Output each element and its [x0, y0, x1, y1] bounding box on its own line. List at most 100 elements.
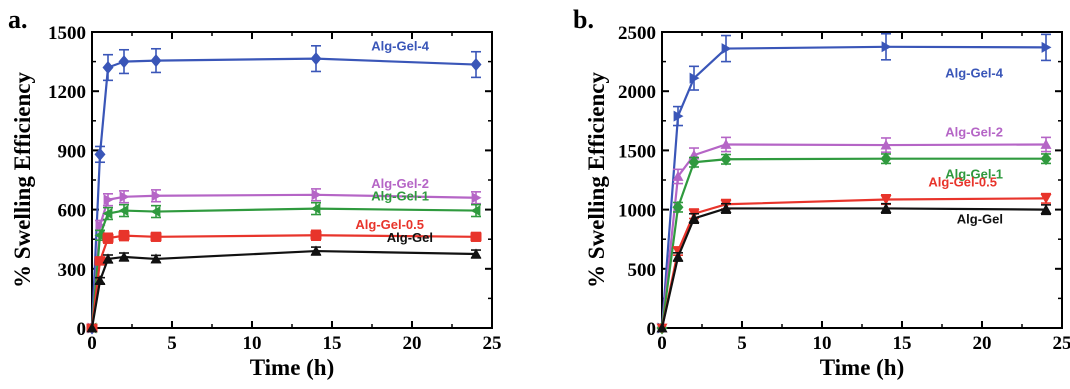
- series-label: Alg-Gel-4: [945, 65, 1004, 80]
- y-axis-title: % Swelling Efficiency: [10, 72, 35, 288]
- series-label: Alg-Gel-1: [945, 167, 1003, 182]
- x-tick-label: 20: [973, 333, 992, 354]
- x-tick-label: 25: [1053, 333, 1070, 354]
- data-point: [881, 41, 892, 53]
- data-point: [673, 110, 684, 122]
- data-point: [1040, 152, 1052, 166]
- series-alg-gel-0-5: Alg-Gel-0.5: [86, 217, 482, 333]
- data-point: [103, 194, 114, 206]
- y-tick-label: 1000: [618, 201, 656, 222]
- data-point: [102, 208, 113, 220]
- data-point: [151, 190, 162, 202]
- data-point: [672, 170, 684, 181]
- data-point: [880, 152, 892, 166]
- data-point: [86, 322, 98, 333]
- series-line: [90, 249, 477, 329]
- data-point: [720, 138, 732, 149]
- data-point: [310, 52, 322, 66]
- data-point: [880, 195, 892, 206]
- data-point: [1040, 138, 1052, 149]
- y-tick-label: 1500: [48, 23, 86, 44]
- y-tick-label: 300: [58, 260, 87, 281]
- y-tick-label: 500: [628, 260, 657, 281]
- x-tick-label: 15: [323, 333, 342, 354]
- plot-frame: [91, 31, 493, 329]
- series-label: Alg-Gel-1: [371, 189, 429, 204]
- data-point: [1041, 41, 1052, 53]
- data-point: [656, 322, 668, 333]
- data-point: [94, 275, 106, 286]
- data-point: [95, 219, 106, 231]
- x-axis-title: Time (h): [820, 355, 905, 380]
- data-point: [102, 253, 114, 264]
- y-tick-label: 2500: [618, 23, 656, 44]
- series-label: Alg-Gel-2: [945, 124, 1003, 139]
- series-label: Alg-Gel-4: [371, 39, 430, 54]
- series-alg-gel: Alg-Gel: [656, 202, 1052, 333]
- y-tick-label: 0: [647, 319, 657, 340]
- data-point: [150, 206, 161, 218]
- x-tick-label: 5: [167, 333, 177, 354]
- chart-panel-b: 0 5 10 15 20 25 0 500 1000 1500 2000 2500 Time (h) % …: [573, 5, 1070, 380]
- data-point: [721, 43, 732, 55]
- data-point: [880, 139, 892, 150]
- series-line: [660, 157, 1046, 329]
- x-tick-label: 25: [483, 333, 502, 354]
- series-label: Alg-Gel: [957, 212, 1003, 227]
- y-tick-label: 600: [58, 201, 87, 222]
- data-point: [118, 251, 130, 262]
- data-point: [470, 248, 482, 259]
- series-line: [90, 193, 477, 329]
- series-label: Alg-Gel: [387, 230, 433, 245]
- data-point: [470, 232, 482, 242]
- data-point: [720, 152, 732, 166]
- data-point: [880, 202, 892, 213]
- data-point: [470, 58, 482, 72]
- x-tick-label: 10: [243, 333, 262, 354]
- data-point: [310, 245, 322, 256]
- data-point: [470, 205, 481, 217]
- series-line: [660, 45, 1047, 329]
- series-label: Alg-Gel-0.5: [928, 174, 997, 189]
- x-tick-label: 10: [813, 333, 832, 354]
- x-tick-label: 5: [737, 333, 747, 354]
- x-tick-label: 20: [403, 333, 422, 354]
- chart-panel-a: 0 5 10 15 20 25 0 300 600 900 1200 1500 Time (h) % Sw…: [8, 5, 502, 380]
- data-point: [672, 200, 684, 214]
- y-axis-title: % Swelling Efficiency: [584, 72, 609, 288]
- y-tick-label: 1500: [618, 141, 656, 162]
- data-point: [150, 232, 162, 242]
- data-point: [310, 230, 322, 240]
- series-alg-gel-2: Alg-Gel-2: [656, 124, 1052, 333]
- x-tick-label: 15: [893, 333, 912, 354]
- y-tick-label: 1200: [48, 82, 86, 103]
- data-point: [311, 189, 322, 201]
- data-point: [672, 251, 684, 262]
- series-line: [90, 234, 477, 329]
- data-point: [310, 203, 321, 215]
- data-point: [102, 233, 114, 243]
- data-point: [720, 202, 732, 213]
- data-point: [118, 55, 130, 69]
- data-point: [150, 54, 162, 68]
- series-alg-gel-0-5: Alg-Gel-0.5: [656, 174, 1052, 334]
- x-axis-title: Time (h): [250, 355, 335, 380]
- data-point: [118, 205, 129, 217]
- panel-label: a.: [8, 5, 28, 34]
- x-tick-label: 0: [657, 333, 667, 354]
- series-alg-gel: Alg-Gel: [86, 230, 482, 333]
- series-alg-gel-1: Alg-Gel-1: [86, 189, 481, 334]
- series-label: Alg-Gel-0.5: [355, 217, 424, 232]
- y-tick-label: 2000: [618, 82, 656, 103]
- x-tick-label: 0: [87, 333, 97, 354]
- y-tick-label: 900: [58, 141, 87, 162]
- series-alg-gel-4: Alg-Gel-4: [86, 39, 482, 335]
- data-point: [471, 192, 482, 204]
- data-point: [94, 229, 105, 241]
- data-point: [1040, 193, 1052, 204]
- data-point: [119, 191, 130, 203]
- data-point: [94, 256, 106, 266]
- data-point: [689, 72, 700, 84]
- series-label: Alg-Gel-2: [371, 176, 429, 191]
